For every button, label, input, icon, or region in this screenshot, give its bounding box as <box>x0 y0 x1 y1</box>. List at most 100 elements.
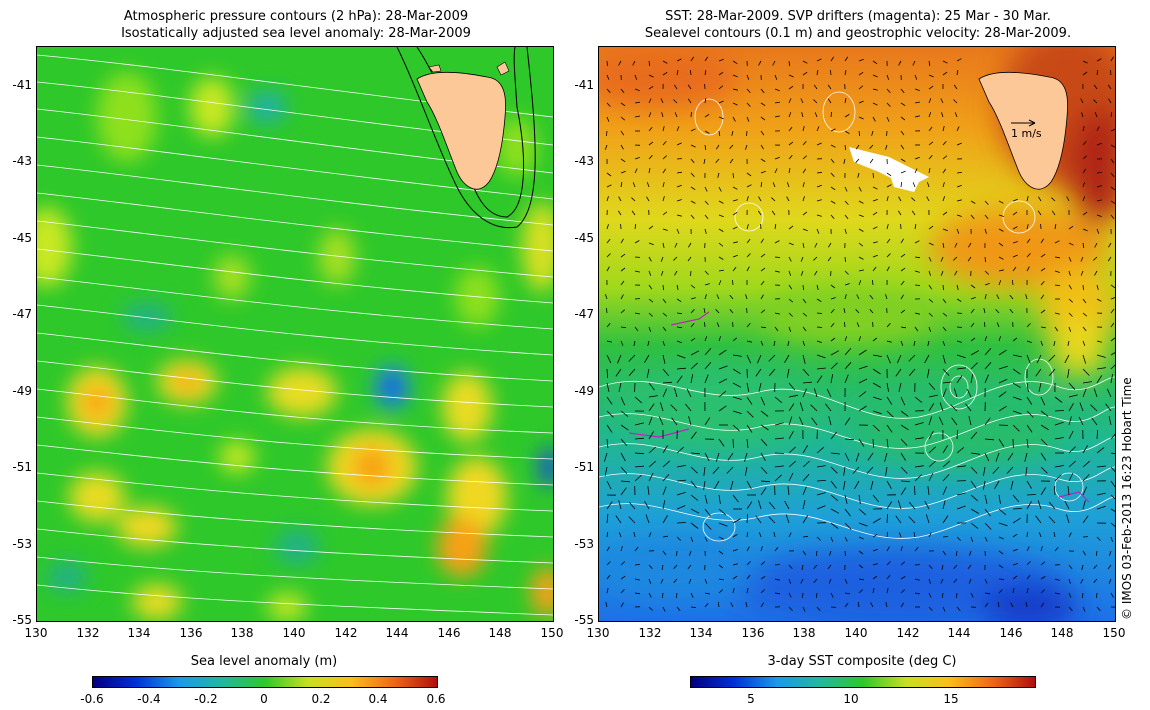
velocity-arrow <box>718 85 724 90</box>
velocity-arrow <box>914 115 920 118</box>
velocity-arrow <box>660 402 664 412</box>
velocity-arrow <box>816 284 819 290</box>
velocity-arrow <box>659 416 664 426</box>
velocity-arrow <box>830 350 840 356</box>
velocity-arrow <box>620 561 625 566</box>
velocity-arrow <box>788 112 792 118</box>
lat-tick: -45 <box>574 231 594 245</box>
velocity-arrow <box>704 602 709 608</box>
velocity-arrow <box>928 74 934 78</box>
velocity-arrow <box>718 242 724 247</box>
velocity-arrow <box>1026 531 1028 538</box>
lat-tick: -41 <box>12 78 32 92</box>
velocity-arrow <box>732 534 738 538</box>
velocity-arrow <box>970 431 978 440</box>
velocity-arrow <box>942 60 948 64</box>
velocity-arrow <box>830 337 836 342</box>
velocity-arrow <box>814 112 818 118</box>
velocity-arrow <box>998 280 1002 286</box>
velocity-arrow <box>620 253 626 258</box>
velocity-arrow <box>1096 142 1102 146</box>
velocity-arrow <box>788 472 794 482</box>
velocity-arrow <box>914 156 920 160</box>
velocity-arrow <box>1054 270 1060 273</box>
velocity-arrow <box>941 592 944 599</box>
velocity-arrow <box>900 466 908 474</box>
velocity-arrow <box>774 396 783 404</box>
velocity-arrow <box>690 111 692 118</box>
velocity-arrow <box>816 228 820 234</box>
velocity-arrow <box>1036 354 1042 364</box>
velocity-arrow <box>690 374 694 384</box>
velocity-arrow <box>631 197 636 202</box>
velocity-arrow <box>872 518 881 524</box>
velocity-arrow <box>1082 298 1087 304</box>
velocity-arrow <box>956 284 959 290</box>
velocity-arrow <box>620 88 625 94</box>
lon-tick: 148 <box>488 626 512 640</box>
velocity-arrow <box>914 256 921 259</box>
velocity-arrow <box>872 226 878 230</box>
velocity-arrow <box>1026 323 1031 328</box>
velocity-arrow <box>856 294 860 300</box>
velocity-arrow <box>676 536 681 541</box>
velocity-arrow <box>1110 374 1113 384</box>
velocity-arrow <box>1012 517 1021 524</box>
velocity-arrow <box>760 144 764 150</box>
velocity-arrow <box>844 522 852 530</box>
velocity-arrow <box>872 88 878 91</box>
velocity-arrow <box>830 214 835 220</box>
velocity-arrow <box>757 354 762 364</box>
velocity-arrow <box>828 416 832 426</box>
velocity-arrow <box>746 238 751 244</box>
velocity-arrow <box>968 578 972 584</box>
velocity-arrow <box>1082 312 1088 317</box>
velocity-arrow <box>774 256 781 258</box>
velocity-arrow <box>914 270 920 273</box>
velocity-arrow <box>942 354 946 364</box>
velocity-arrow <box>648 382 655 391</box>
velocity-arrow <box>942 182 945 188</box>
velocity-arrow <box>606 480 612 490</box>
velocity-arrow <box>726 466 734 474</box>
velocity-arrow <box>928 472 934 482</box>
left-title-line1: Atmospheric pressure contours (2 hPa): 2… <box>123 9 469 24</box>
velocity-arrow <box>942 340 946 346</box>
velocity-arrow <box>606 266 610 272</box>
velocity-arrow <box>732 424 740 432</box>
velocity-arrow <box>615 515 622 524</box>
velocity-arrow <box>732 588 735 594</box>
velocity-arrow <box>844 417 851 426</box>
velocity-arrow <box>816 326 823 328</box>
velocity-arrow <box>774 326 779 332</box>
velocity-arrow <box>825 403 832 412</box>
velocity-arrow <box>1094 242 1098 248</box>
velocity-arrow <box>648 270 652 276</box>
velocity-arrow <box>788 312 793 317</box>
velocity-arrow <box>1080 256 1084 262</box>
velocity-arrow <box>718 438 725 447</box>
velocity-arrow <box>620 340 624 346</box>
velocity-arrow <box>858 378 868 384</box>
velocity-arrow <box>1067 368 1070 378</box>
velocity-arrow <box>802 368 810 377</box>
velocity-arrow <box>998 269 1004 272</box>
velocity-arrow <box>715 452 720 462</box>
velocity-arrow <box>704 228 707 234</box>
velocity-arrow <box>844 508 851 517</box>
velocity-arrow <box>634 168 638 174</box>
velocity-arrow <box>703 308 706 314</box>
velocity-arrow <box>799 402 804 412</box>
velocity-arrow <box>676 522 687 524</box>
velocity-arrow <box>1048 501 1056 510</box>
velocity-arrow <box>927 182 930 188</box>
velocity-arrow <box>620 424 629 431</box>
velocity-arrow <box>746 424 753 433</box>
velocity-arrow <box>688 416 692 426</box>
velocity-arrow <box>900 340 904 346</box>
velocity-arrow <box>774 312 780 315</box>
velocity-arrow <box>634 101 640 104</box>
velocity-arrow <box>729 308 734 314</box>
velocity-arrow <box>942 515 949 524</box>
velocity-arrow <box>745 602 748 608</box>
